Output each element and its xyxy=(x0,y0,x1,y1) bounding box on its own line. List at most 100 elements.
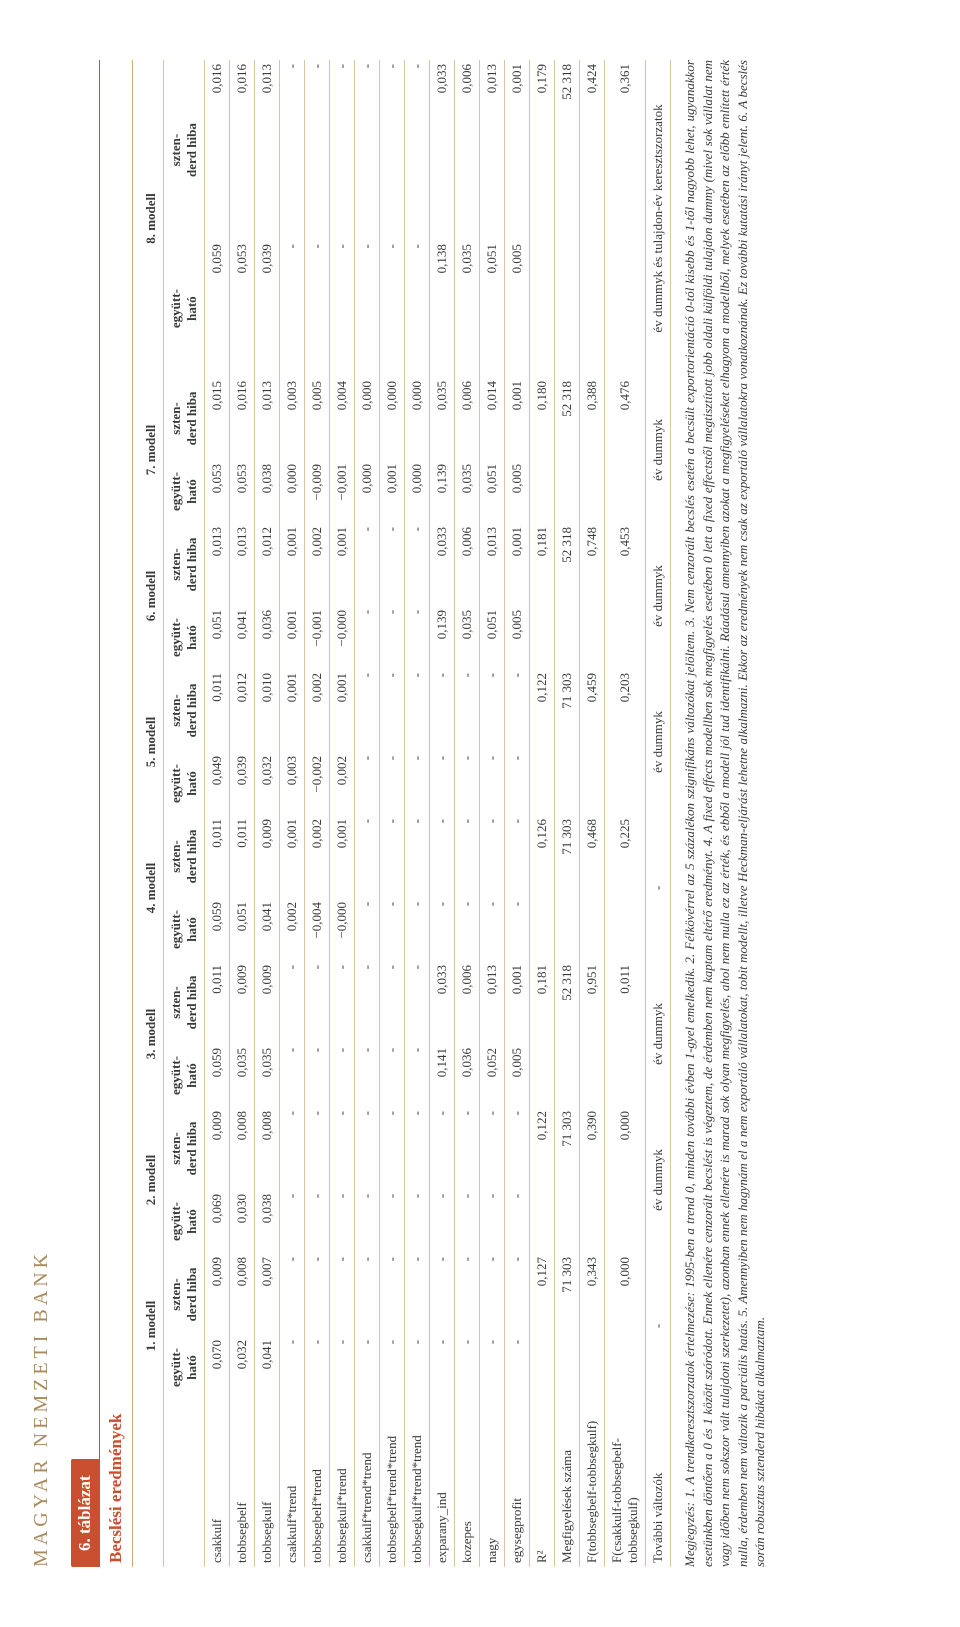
cell: 0,139 xyxy=(430,460,455,523)
cell: - xyxy=(280,1190,305,1253)
cell: - xyxy=(430,1336,455,1399)
cell: −0,002 xyxy=(305,752,330,815)
cell: - xyxy=(505,1107,530,1190)
sub-header: szten-derd hiba xyxy=(164,60,205,240)
cell: 0,035 xyxy=(455,460,480,523)
cell: - xyxy=(280,1107,305,1190)
cell: 0,006 xyxy=(455,523,480,606)
cell: −0,001 xyxy=(305,606,330,669)
cell: 0,051 xyxy=(480,606,505,669)
sub-header: együtt-ható xyxy=(164,606,205,669)
model-header: 8. modell xyxy=(139,60,164,377)
cell: 0,001 xyxy=(505,523,530,606)
table-number: 6. táblázat xyxy=(71,1459,99,1567)
cell: - xyxy=(480,1107,505,1190)
cell: 0,002 xyxy=(280,898,305,961)
cell: 0,069 xyxy=(205,1190,230,1253)
cell: - xyxy=(280,1253,305,1336)
cell: - xyxy=(405,752,430,815)
cell: - xyxy=(280,60,305,240)
stat-row: További változók-év dummykév dummyk-év d… xyxy=(646,60,671,1567)
cell: - xyxy=(430,1190,455,1253)
table-row: tobbsegbelf*trend*trend------------0,001… xyxy=(380,60,405,1567)
cell: 0,002 xyxy=(305,815,330,898)
cell: 52 318 xyxy=(555,377,580,523)
cell: 0,041 xyxy=(230,606,255,669)
cell: 0,000 xyxy=(280,460,305,523)
cell: - xyxy=(355,669,380,752)
cell: 0,014 xyxy=(480,377,505,460)
cell: 0,453 xyxy=(605,523,646,669)
cell: 0,041 xyxy=(255,1336,280,1399)
cell: 0,051 xyxy=(480,240,505,377)
cell: 0,009 xyxy=(230,961,255,1044)
cell: 0,005 xyxy=(505,1044,530,1107)
cell: 0,004 xyxy=(330,377,355,460)
cell: 0,012 xyxy=(230,669,255,752)
cell: - xyxy=(405,1107,430,1190)
model-header: 4. modell xyxy=(139,815,164,961)
cell: 0,016 xyxy=(205,60,230,240)
table-row: tobbsegbelf*trend------−0,0040,002−0,002… xyxy=(305,60,330,1567)
cell: - xyxy=(380,1253,405,1336)
cell: - xyxy=(305,1336,330,1399)
cell: 0,005 xyxy=(505,240,530,377)
cell: - xyxy=(405,1253,430,1336)
cell: - xyxy=(405,961,430,1044)
cell: −0,009 xyxy=(305,460,330,523)
cell: év dummyk xyxy=(646,523,671,669)
cell: - xyxy=(455,669,480,752)
cell: - xyxy=(505,1190,530,1253)
cell: 0,459 xyxy=(580,669,605,815)
cell: - xyxy=(455,1253,480,1336)
cell: 0,030 xyxy=(230,1190,255,1253)
cell: - xyxy=(455,752,480,815)
cell: 0,006 xyxy=(455,377,480,460)
cell: - xyxy=(430,815,455,898)
results-table: 1. modell2. modell3. modell4. modell5. m… xyxy=(139,60,671,1567)
cell: 0,139 xyxy=(430,606,455,669)
cell: - xyxy=(355,1253,380,1336)
cell: - xyxy=(380,1336,405,1399)
sub-header: szten-derd hiba xyxy=(164,669,205,752)
cell: - xyxy=(330,1253,355,1336)
cell: - xyxy=(380,60,405,240)
cell: - xyxy=(280,961,305,1044)
cell: 0,000 xyxy=(605,1253,646,1399)
cell: - xyxy=(405,815,430,898)
cell: 0,009 xyxy=(255,815,280,898)
cell: 0,016 xyxy=(230,377,255,460)
sub-header: szten-derd hiba xyxy=(164,815,205,898)
cell: 0,006 xyxy=(455,60,480,240)
cell: - xyxy=(505,1253,530,1336)
stat-row: F(tobbsegbelf-tobbsegkulf)0,3430,3900,95… xyxy=(580,60,605,1567)
cell: 0,008 xyxy=(255,1107,280,1190)
cell: - xyxy=(355,1336,380,1399)
cell: 71 303 xyxy=(555,815,580,961)
cell: 0,001 xyxy=(330,669,355,752)
cell: - xyxy=(355,60,380,240)
cell: - xyxy=(405,606,430,669)
row-label: tobbsegbelf xyxy=(230,1399,255,1567)
cell: - xyxy=(380,606,405,669)
cell: 0,016 xyxy=(230,60,255,240)
row-label: tobbsegbelf*trend xyxy=(305,1399,330,1567)
cell: 52 318 xyxy=(555,60,580,377)
row-label: tobbsegbelf*trend*trend xyxy=(380,1399,405,1567)
cell: - xyxy=(280,240,305,377)
cell: 0,008 xyxy=(230,1253,255,1336)
cell: év dummyk és tulajdon-év keresztszorzato… xyxy=(646,60,671,377)
cell: 71 303 xyxy=(555,669,580,815)
row-label: csakkulf*trend*trend xyxy=(355,1399,380,1567)
cell: 0,038 xyxy=(255,1190,280,1253)
cell: 0,361 xyxy=(605,60,646,377)
cell: - xyxy=(405,60,430,240)
sub-header: együtt-ható xyxy=(164,1190,205,1253)
cell: 0,010 xyxy=(255,669,280,752)
cell: 0,001 xyxy=(280,606,305,669)
cell: 0,141 xyxy=(430,1044,455,1107)
cell: 0,009 xyxy=(255,961,280,1044)
cell: 0,424 xyxy=(580,60,605,377)
cell: 0,468 xyxy=(580,815,605,961)
cell: 0,000 xyxy=(380,377,405,460)
